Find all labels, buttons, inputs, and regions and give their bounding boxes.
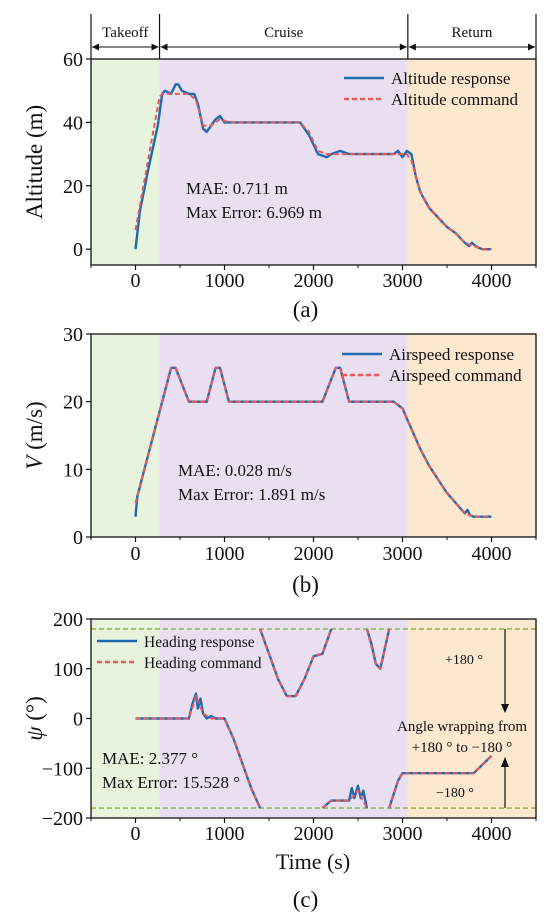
phase-label-return: Return bbox=[452, 25, 493, 41]
phase-band-cruise bbox=[159, 334, 408, 537]
series-group bbox=[134, 366, 492, 518]
legend-label: Altitude response bbox=[391, 69, 510, 88]
panel-label: (c) bbox=[293, 887, 319, 912]
wrap-note: Angle wrapping from bbox=[397, 719, 527, 735]
x-tick-label: 3000 bbox=[383, 543, 423, 565]
series-group bbox=[134, 83, 492, 251]
wrap-label-minus: −180 ° bbox=[436, 786, 474, 801]
command-line bbox=[134, 366, 492, 518]
y-tick-label: 20 bbox=[63, 176, 83, 198]
x-tick-label: 2000 bbox=[294, 823, 334, 845]
panel-label: (b) bbox=[292, 572, 319, 597]
phase-header: Takeoff Cruise Return bbox=[90, 14, 537, 59]
x-tick-label: 1000 bbox=[205, 270, 245, 292]
y-axis-label: Altitude (m) bbox=[22, 105, 47, 219]
x-tick-label: 0 bbox=[131, 823, 141, 845]
annotation-text: MAE: 0.028 m/s bbox=[178, 461, 292, 480]
x-tick-label: 3000 bbox=[383, 270, 423, 292]
y-tick-label: 200 bbox=[53, 609, 83, 631]
y-tick-label: 100 bbox=[53, 659, 83, 681]
phase-label-takeoff: Takeoff bbox=[102, 25, 148, 41]
panel-3: 0 1000 2000 3000 4000 −200 −100 0 100 200 ψ (°) (c)… bbox=[22, 609, 537, 912]
phase-arrow-head bbox=[528, 43, 535, 51]
phase-band-takeoff bbox=[91, 334, 160, 537]
panel-1: 0 1000 2000 3000 4000 0 20 40 60 Altitude (m) (a) M… bbox=[22, 49, 537, 322]
y-tick-label: 0 bbox=[73, 527, 83, 549]
phase-label-cruise: Cruise bbox=[264, 25, 304, 41]
annotation-text: MAE: 0.711 m bbox=[186, 179, 288, 198]
command-line bbox=[134, 92, 492, 251]
y-axis-label: V (m/s) bbox=[22, 401, 47, 469]
x-tick-label: 0 bbox=[131, 270, 141, 292]
phase-arrow-head bbox=[160, 43, 168, 51]
y-tick-label: 0 bbox=[73, 709, 83, 731]
x-tick-label: 4000 bbox=[472, 270, 512, 292]
x-tick-label: 1000 bbox=[205, 543, 245, 565]
x-tick-label: 0 bbox=[131, 543, 141, 565]
legend-label: Altitude command bbox=[391, 90, 519, 109]
command-line bbox=[365, 628, 391, 670]
x-tick-label: 1000 bbox=[205, 823, 245, 845]
wrap-arrow-head bbox=[501, 704, 509, 713]
wrap-arrow-head bbox=[501, 757, 509, 767]
legend-label: Heading command bbox=[144, 655, 262, 672]
phase-arrow-head bbox=[399, 43, 407, 51]
wrap-label-plus: +180 ° bbox=[445, 653, 483, 668]
wrap-note: +180 ° to −180 ° bbox=[412, 740, 513, 756]
phase-band-cruise bbox=[159, 59, 408, 265]
legend-label: Airspeed command bbox=[389, 366, 522, 385]
command-line bbox=[259, 628, 333, 698]
command-line bbox=[321, 789, 368, 809]
annotation-text: Max Error: 6.969 m bbox=[186, 203, 322, 222]
y-axis-label: ψ (°) bbox=[22, 696, 47, 741]
annotation-text: Max Error: 1.891 m/s bbox=[178, 485, 325, 504]
x-tick-label: 4000 bbox=[472, 823, 512, 845]
y-tick-label: 20 bbox=[63, 392, 83, 414]
panel-label: (a) bbox=[293, 297, 319, 322]
x-tick-label: 2000 bbox=[294, 270, 334, 292]
phase-arrow-head bbox=[92, 43, 99, 51]
phase-arrow-head bbox=[408, 43, 416, 51]
phase-band-return bbox=[407, 59, 536, 265]
y-tick-label: −100 bbox=[42, 758, 83, 780]
phase-arrow-head bbox=[151, 43, 159, 51]
series-group bbox=[135, 628, 493, 809]
command-line bbox=[388, 755, 493, 809]
legend-label: Airspeed response bbox=[389, 345, 514, 364]
x-tick-label: 4000 bbox=[472, 543, 512, 565]
phase-band-return bbox=[407, 619, 536, 818]
x-axis-label: Time (s) bbox=[276, 849, 350, 874]
x-tick-label: 3000 bbox=[383, 823, 423, 845]
x-tick-label: 2000 bbox=[294, 543, 334, 565]
phase-band-cruise bbox=[159, 619, 408, 818]
panel-2: 0 1000 2000 3000 4000 0 10 20 30 V (m/s) (b) MAE: 0… bbox=[22, 324, 537, 597]
phase-band-return bbox=[407, 334, 536, 537]
y-tick-label: 30 bbox=[63, 324, 83, 346]
legend-label: Heading response bbox=[144, 634, 255, 651]
annotation-text: MAE: 2.377 ° bbox=[102, 749, 198, 768]
y-tick-label: −200 bbox=[42, 808, 83, 830]
y-tick-label: 0 bbox=[73, 239, 83, 261]
y-tick-label: 40 bbox=[63, 112, 83, 134]
annotation-text: Max Error: 15.528 ° bbox=[102, 773, 240, 792]
y-tick-label: 60 bbox=[63, 49, 83, 71]
phase-band-takeoff bbox=[91, 59, 160, 265]
command-line bbox=[135, 695, 262, 809]
response-line bbox=[134, 83, 492, 251]
y-tick-label: 10 bbox=[63, 459, 83, 481]
